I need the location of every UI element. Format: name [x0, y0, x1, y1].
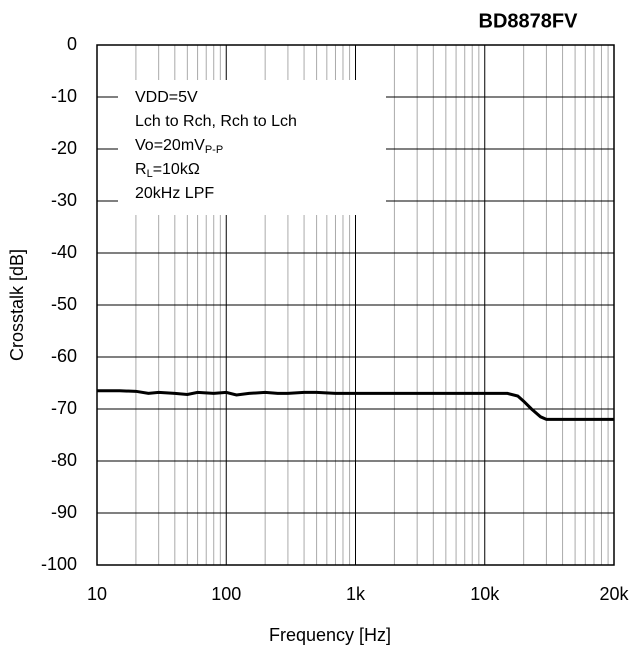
data-line	[97, 389, 614, 421]
y-tick-label: -100	[41, 554, 77, 574]
annotation-line: Lch to Rch, Rch to Lch	[135, 113, 297, 130]
annotation-line: Vo=20mVP-P	[135, 137, 223, 156]
x-tick-label: 20k	[599, 584, 629, 604]
annotation-text: R	[135, 161, 147, 178]
y-tick-label: -20	[51, 138, 77, 158]
x-tick-label: 1k	[346, 584, 366, 604]
chart-title: BD8878FV	[479, 10, 579, 32]
y-tick-label: -40	[51, 242, 77, 262]
annotation-text: =10kΩ	[153, 161, 200, 178]
annotation-text: Vo=20mV	[135, 137, 205, 154]
x-tick-label: 10	[87, 584, 107, 604]
annotation-box	[118, 80, 386, 215]
y-tick-label: -90	[51, 502, 77, 522]
x-tick-label: 10k	[470, 584, 500, 604]
annotation-line: VDD=5V	[135, 89, 198, 106]
x-tick-label: 100	[211, 584, 241, 604]
y-tick-label: -30	[51, 190, 77, 210]
plot-frame	[96, 44, 615, 566]
y-tick-label: -60	[51, 346, 77, 366]
annotation-text: Lch to Rch, Rch to Lch	[135, 113, 297, 130]
annotation-text: VDD=5V	[135, 89, 198, 106]
y-tick-label: -80	[51, 450, 77, 470]
y-tick-label: 0	[67, 34, 77, 54]
annotation-line: RL=10kΩ	[135, 161, 200, 180]
y-axis-label: Crosstalk [dB]	[7, 249, 27, 361]
annotation-subscript: L	[147, 168, 153, 180]
annotation-text: 20kHz LPF	[135, 185, 214, 202]
y-tick-label: -10	[51, 86, 77, 106]
y-tick-label: -50	[51, 294, 77, 314]
annotation-line: 20kHz LPF	[135, 185, 214, 202]
x-axis-label: Frequency [Hz]	[269, 625, 391, 645]
y-tick-label: -70	[51, 398, 77, 418]
annotation-subscript: P-P	[205, 144, 223, 156]
